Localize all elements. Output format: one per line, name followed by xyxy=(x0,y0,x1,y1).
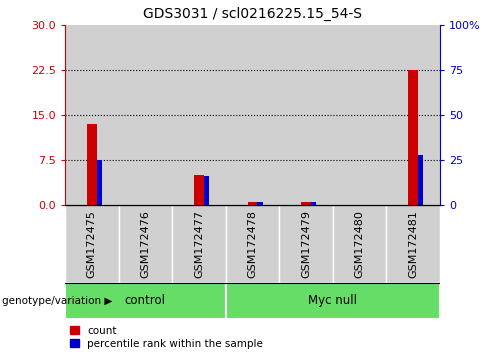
Text: GSM172479: GSM172479 xyxy=(301,210,311,278)
Bar xyxy=(311,202,316,205)
Bar xyxy=(301,202,311,205)
Title: GDS3031 / scl0216225.15_54-S: GDS3031 / scl0216225.15_54-S xyxy=(143,7,362,21)
Bar xyxy=(280,25,333,205)
Bar xyxy=(258,202,262,205)
Legend: count, percentile rank within the sample: count, percentile rank within the sample xyxy=(70,326,263,349)
Bar xyxy=(280,205,333,283)
Text: GSM172480: GSM172480 xyxy=(354,210,364,278)
Text: GSM172481: GSM172481 xyxy=(408,210,418,278)
Text: GSM172477: GSM172477 xyxy=(194,210,204,278)
Bar xyxy=(386,25,440,205)
Bar xyxy=(172,205,226,283)
Bar xyxy=(418,155,424,205)
Text: control: control xyxy=(125,295,166,307)
Text: GSM172478: GSM172478 xyxy=(248,210,258,278)
Bar xyxy=(333,205,386,283)
Bar xyxy=(386,205,440,283)
Bar xyxy=(333,25,386,205)
Text: GSM172475: GSM172475 xyxy=(87,210,97,278)
Bar xyxy=(65,205,118,283)
Bar xyxy=(172,25,226,205)
Bar xyxy=(226,283,440,319)
Bar xyxy=(118,205,172,283)
Text: genotype/variation ▶: genotype/variation ▶ xyxy=(2,296,113,306)
Bar xyxy=(204,176,209,205)
Bar xyxy=(226,25,280,205)
Bar xyxy=(65,25,118,205)
Bar xyxy=(96,160,102,205)
Bar xyxy=(226,205,280,283)
Text: Myc null: Myc null xyxy=(308,295,358,307)
Bar xyxy=(248,202,258,205)
Bar xyxy=(87,124,97,205)
Bar xyxy=(408,70,418,205)
Bar xyxy=(65,283,226,319)
Bar xyxy=(118,25,172,205)
Text: GSM172476: GSM172476 xyxy=(140,210,150,278)
Bar xyxy=(194,175,204,205)
